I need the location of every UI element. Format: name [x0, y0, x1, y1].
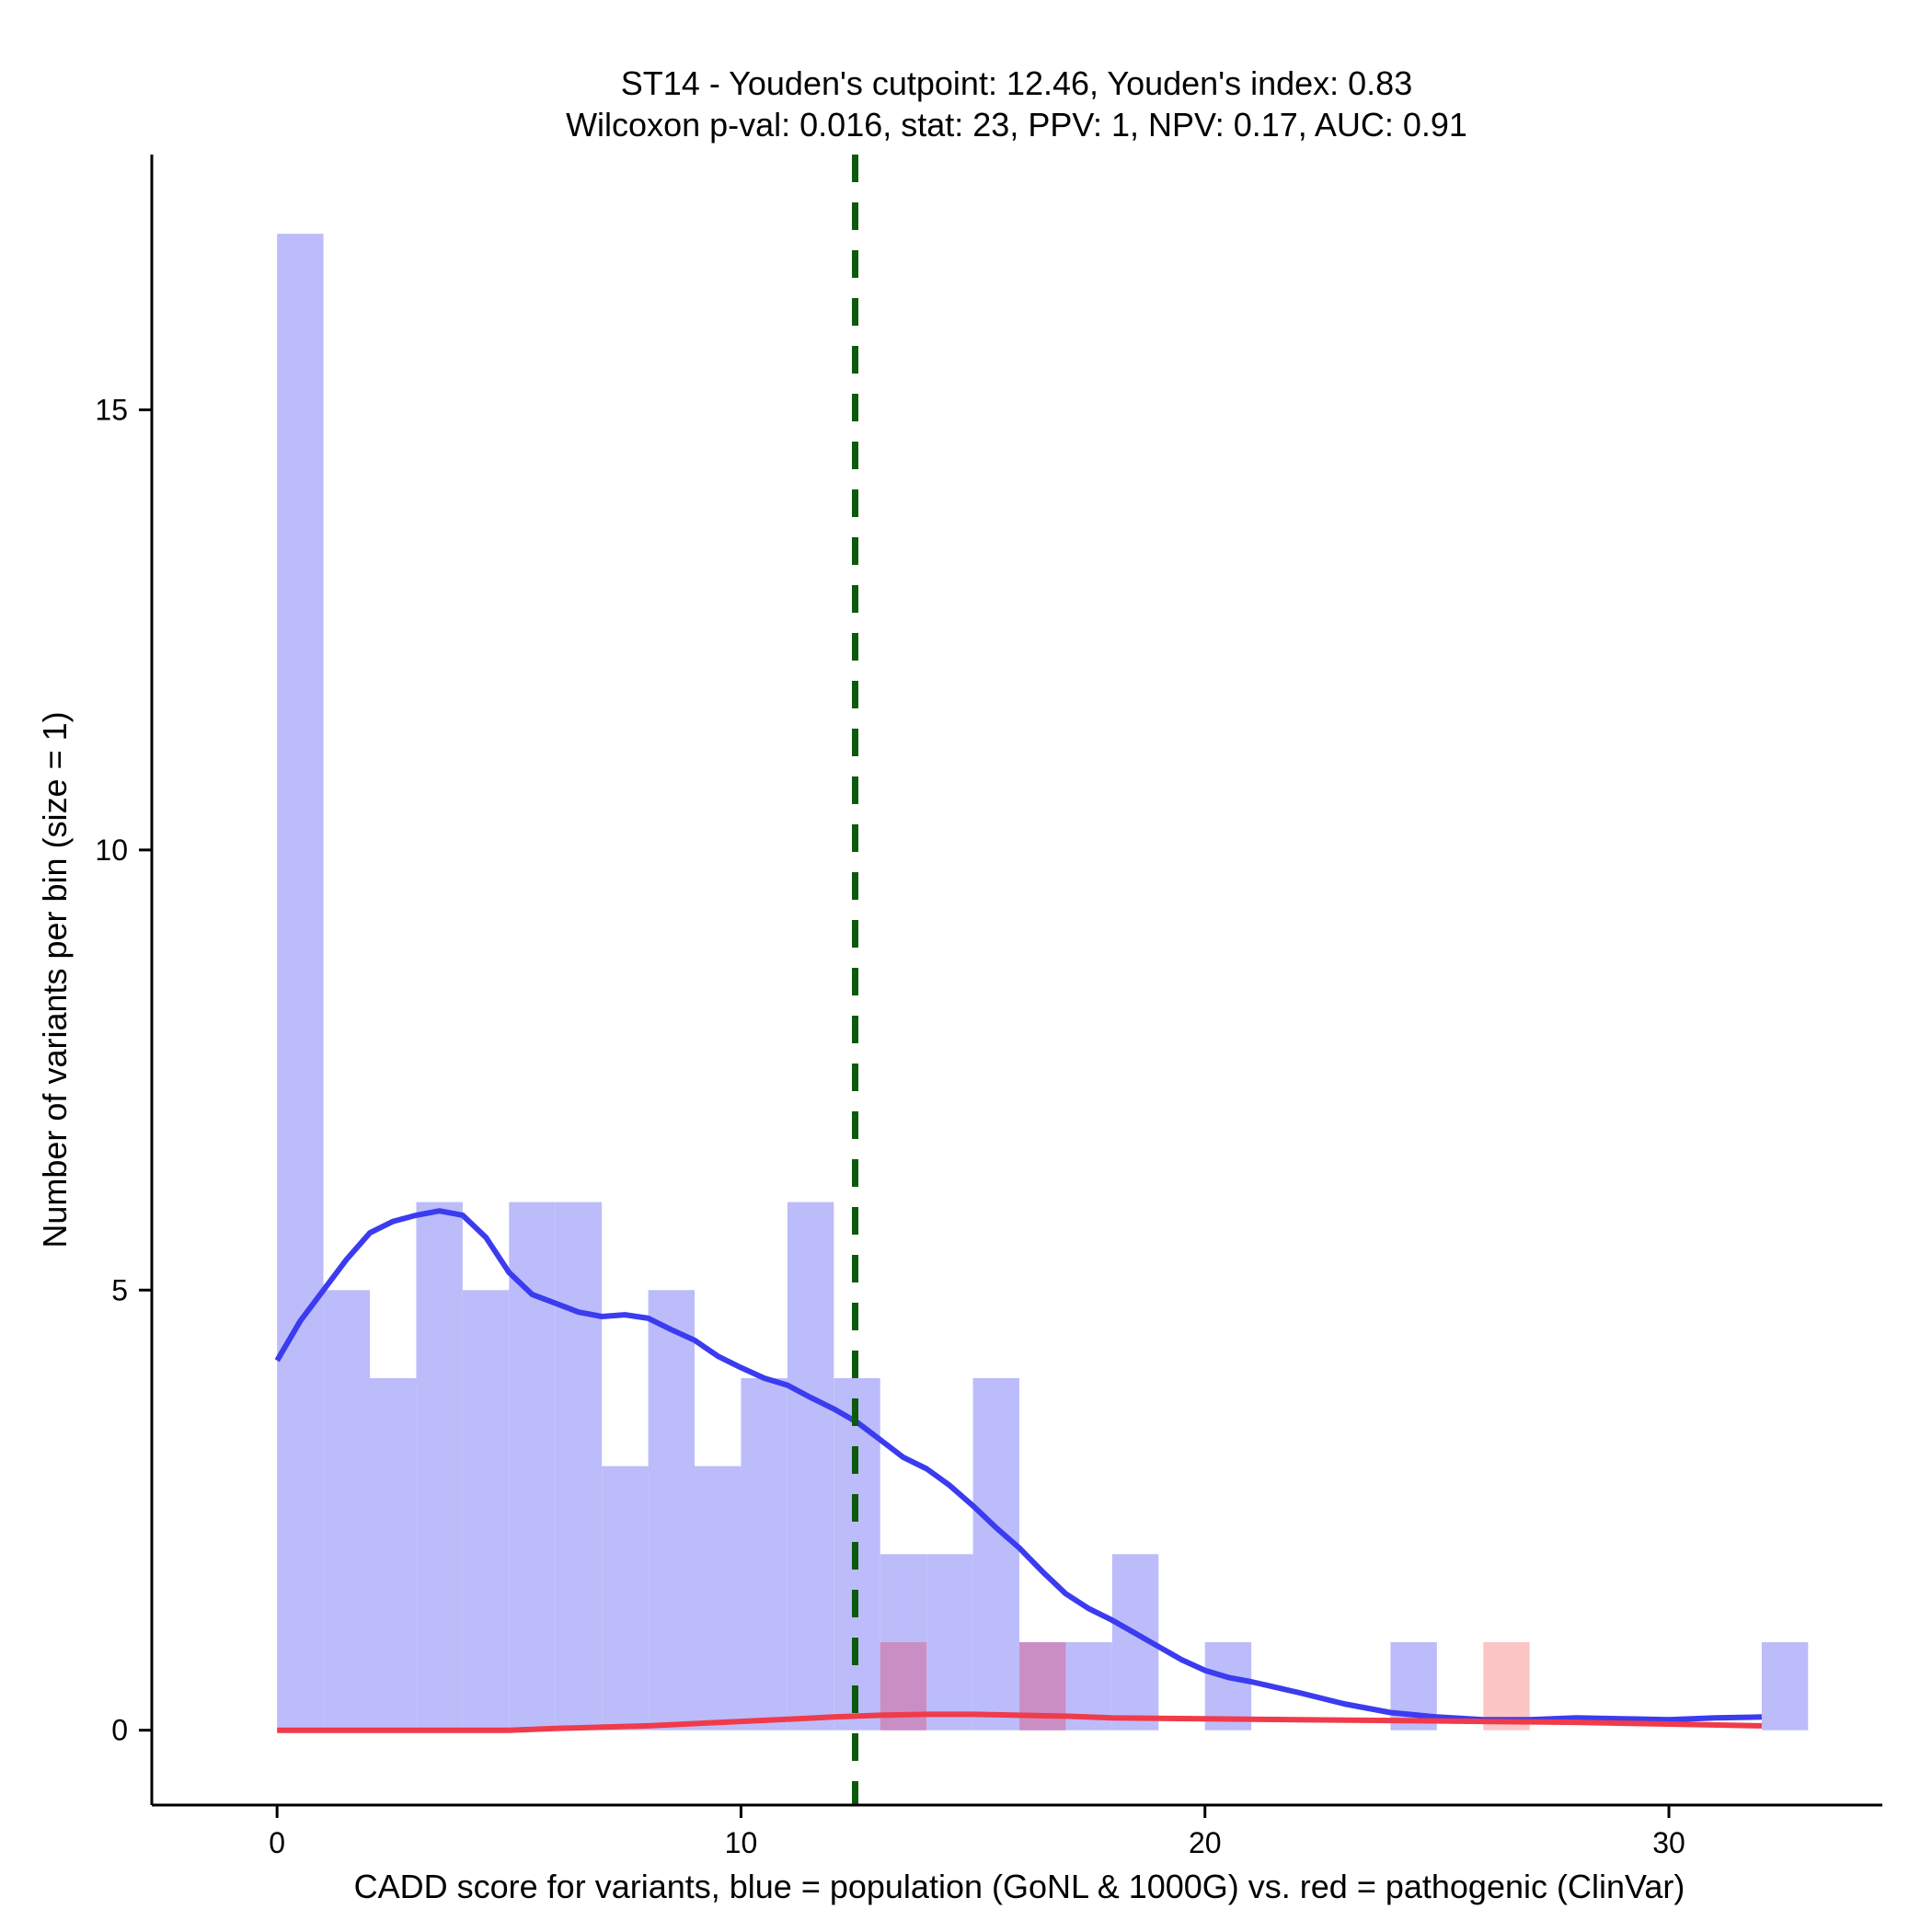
population-bar: [1204, 1641, 1252, 1731]
x-tick-label: 0: [269, 1826, 285, 1859]
x-tick-label: 20: [1189, 1826, 1222, 1859]
population-bar: [323, 1290, 371, 1731]
population-bar: [416, 1202, 463, 1731]
pathogenic-density-line: [277, 1711, 1762, 1733]
population-bar: [926, 1554, 973, 1731]
y-axis-title: Number of variants per bin (size = 1): [36, 711, 74, 1248]
population-bar: [370, 1377, 417, 1731]
pathogenic-bar: [1483, 1641, 1530, 1731]
y-tick-label: 5: [111, 1273, 128, 1306]
population-density-line: [274, 1208, 1762, 1723]
population-bar: [555, 1202, 603, 1731]
population-bar: [462, 1290, 510, 1731]
population-bar: [277, 234, 324, 1731]
population-bar: [648, 1290, 696, 1731]
density-lines-layer: [274, 1208, 1762, 1733]
population-bar: [509, 1202, 556, 1731]
x-tick-label: 10: [725, 1826, 758, 1859]
population-bar: [741, 1377, 788, 1731]
x-tick-label: 30: [1652, 1826, 1685, 1859]
y-tick-label: 10: [95, 834, 128, 867]
population-bar: [1761, 1641, 1809, 1731]
ticks-layer: 0 10 20 30 0 5 10 15: [95, 393, 1685, 1859]
population-bar: [972, 1377, 1020, 1731]
population-bar: [695, 1466, 742, 1731]
population-bar: [602, 1466, 649, 1731]
chart-title-line1: ST14 - Youden's cutpoint: 12.46, Youden'…: [621, 64, 1412, 102]
y-tick-label: 0: [111, 1714, 128, 1747]
y-tick-label: 15: [95, 393, 128, 426]
bars-layer: [277, 234, 1809, 1731]
x-axis-title: CADD score for variants, blue = populati…: [354, 1868, 1685, 1905]
population-bar: [787, 1202, 834, 1731]
chart-title-line2: Wilcoxon p-val: 0.016, stat: 23, PPV: 1,…: [566, 106, 1467, 144]
